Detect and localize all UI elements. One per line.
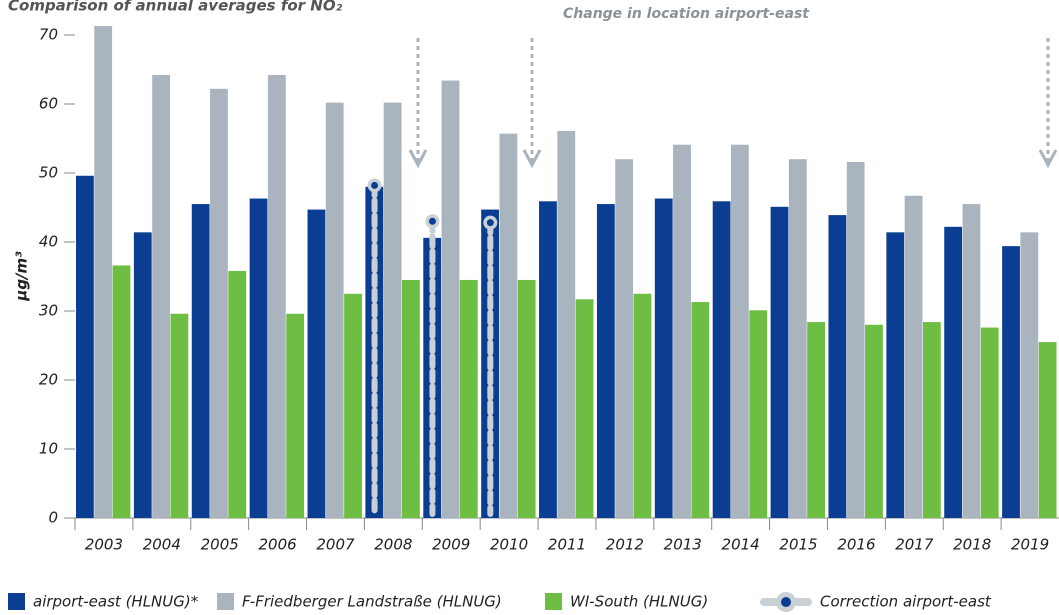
bar bbox=[191, 204, 210, 519]
bar bbox=[922, 322, 941, 518]
bar bbox=[904, 195, 923, 518]
x-tick-label: 2006 bbox=[258, 536, 296, 554]
bar bbox=[1020, 232, 1039, 518]
legend-swatch bbox=[545, 593, 562, 610]
x-tick-label: 2005 bbox=[201, 536, 239, 554]
x-tick-label: 2014 bbox=[722, 536, 760, 554]
x-tick-label: 2011 bbox=[548, 536, 586, 554]
correction-dot bbox=[428, 217, 436, 225]
y-tick-label: 40 bbox=[39, 233, 58, 251]
y-tick-label: 0 bbox=[48, 509, 58, 527]
y-tick-label: 30 bbox=[39, 302, 58, 320]
y-tick-label: 20 bbox=[39, 371, 58, 389]
x-tick-label: 2019 bbox=[1011, 536, 1049, 554]
bar bbox=[596, 204, 615, 519]
bar bbox=[749, 310, 768, 518]
bar bbox=[441, 80, 460, 518]
bar bbox=[557, 130, 576, 518]
bar bbox=[249, 198, 268, 518]
correction-dot bbox=[371, 181, 379, 189]
bar bbox=[286, 313, 305, 518]
bar bbox=[980, 327, 999, 518]
legend-label: WI-South (HLNUG) bbox=[570, 593, 708, 611]
y-tick-label: 60 bbox=[39, 95, 58, 113]
x-tick-label: 2003 bbox=[85, 536, 123, 554]
x-tick-label: 2017 bbox=[895, 536, 934, 554]
bar bbox=[112, 265, 131, 518]
bar bbox=[517, 279, 536, 518]
legend-label: airport-east (HLNUG)* bbox=[33, 593, 199, 611]
x-tick-label: 2008 bbox=[374, 536, 412, 554]
y-axis-label: µg/m³ bbox=[13, 251, 31, 302]
bar bbox=[1002, 246, 1020, 518]
x-tick-label: 2010 bbox=[490, 536, 528, 554]
bar bbox=[633, 293, 652, 518]
bar bbox=[828, 215, 847, 518]
bar bbox=[807, 322, 825, 518]
bar bbox=[210, 88, 228, 518]
bar bbox=[1038, 342, 1057, 518]
bar bbox=[94, 26, 113, 519]
bar bbox=[383, 102, 402, 519]
x-tick-label: 2007 bbox=[316, 536, 355, 554]
bar bbox=[267, 75, 286, 519]
bar bbox=[846, 161, 865, 518]
bar bbox=[344, 293, 362, 518]
bar bbox=[770, 206, 789, 518]
bar bbox=[654, 198, 673, 518]
bar bbox=[499, 133, 518, 519]
x-tick-label: 2009 bbox=[432, 536, 470, 554]
legend-swatch bbox=[217, 593, 234, 610]
legend-dot bbox=[781, 597, 791, 607]
bar bbox=[459, 279, 478, 518]
bar bbox=[865, 324, 883, 518]
bar bbox=[152, 75, 170, 519]
x-tick-label: 2012 bbox=[606, 536, 644, 554]
x-tick-label: 2016 bbox=[837, 536, 875, 554]
y-tick-label: 70 bbox=[39, 26, 58, 44]
bar bbox=[731, 144, 749, 518]
bar bbox=[673, 144, 691, 518]
bar bbox=[615, 159, 634, 518]
bar bbox=[307, 209, 326, 518]
bar bbox=[575, 299, 594, 518]
bar bbox=[691, 302, 710, 518]
legend-label: Correction airport-east bbox=[820, 593, 992, 611]
location-arrows bbox=[416, 38, 1050, 165]
correction-dot bbox=[486, 219, 494, 227]
bar bbox=[886, 232, 905, 518]
chart-title: Comparison of annual averages for NO₂ bbox=[8, 0, 343, 15]
y-tick-label: 10 bbox=[39, 440, 58, 458]
x-tick-label: 2004 bbox=[143, 536, 181, 554]
legend-label: F-Friedberger Landstraße (HLNUG) bbox=[242, 593, 502, 611]
y-tick-label: 50 bbox=[39, 164, 58, 182]
bar bbox=[133, 232, 152, 518]
annotation: Change in location airport-east bbox=[563, 6, 810, 22]
bar bbox=[170, 313, 189, 518]
bar bbox=[944, 226, 963, 518]
arrow-heads bbox=[408, 149, 1058, 169]
bar bbox=[76, 175, 94, 518]
bar bbox=[325, 102, 344, 519]
x-tick-label: 2018 bbox=[953, 536, 991, 554]
bar bbox=[539, 201, 557, 519]
bar bbox=[228, 270, 247, 518]
bar bbox=[712, 201, 731, 519]
bar bbox=[962, 204, 981, 519]
bar bbox=[788, 159, 807, 518]
legend-swatch bbox=[8, 593, 25, 610]
x-tick-label: 2015 bbox=[779, 536, 817, 554]
x-tick-label: 2013 bbox=[664, 536, 702, 554]
bar bbox=[402, 279, 420, 518]
